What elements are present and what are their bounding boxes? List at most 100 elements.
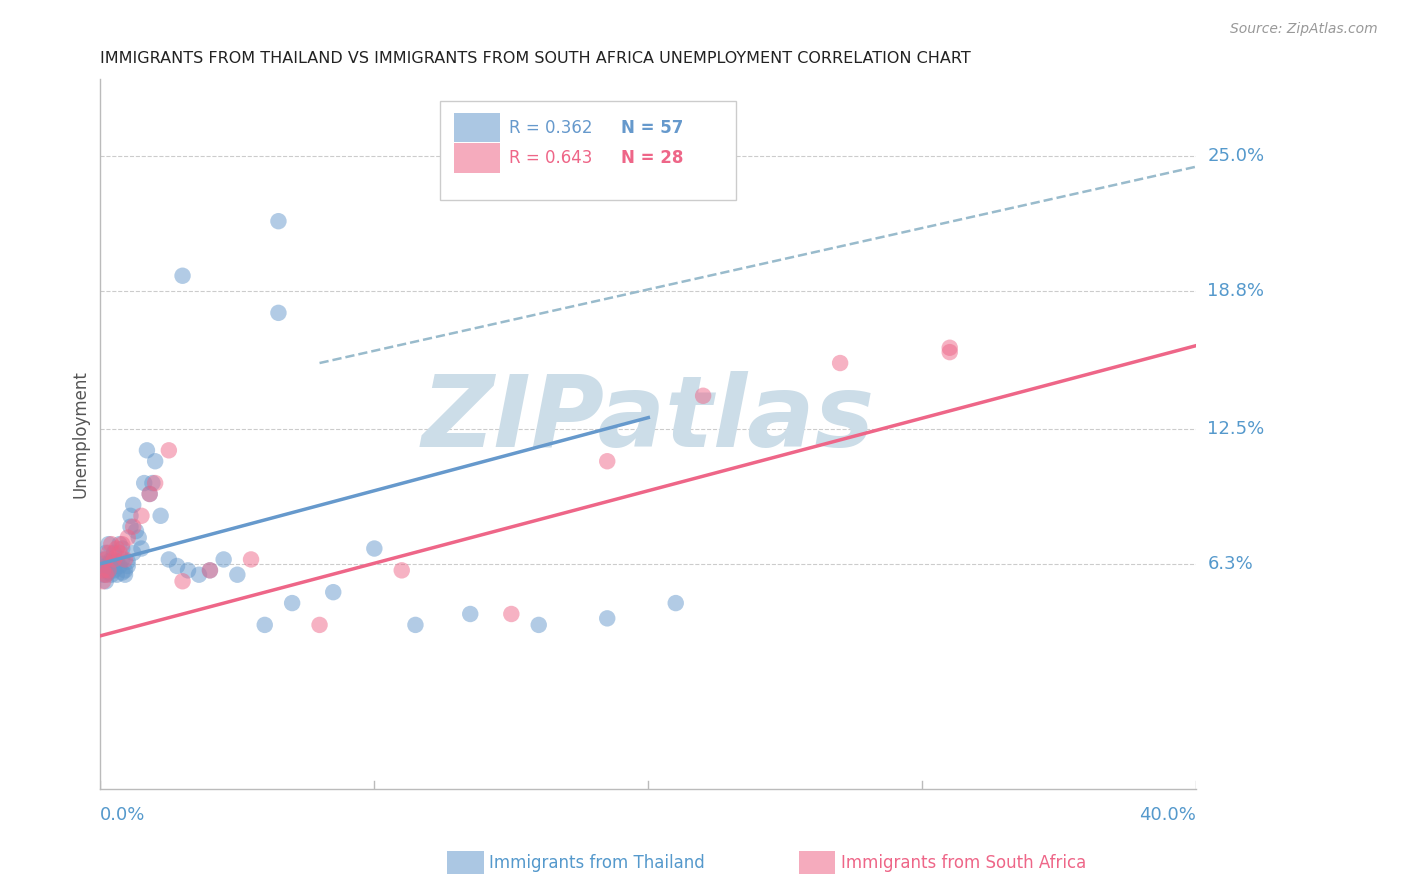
Point xyxy=(166,559,188,574)
Point xyxy=(91,574,114,589)
Point xyxy=(117,559,139,574)
Point xyxy=(94,574,117,589)
Point xyxy=(128,531,150,545)
Point xyxy=(108,537,131,551)
Point xyxy=(131,541,153,556)
Point xyxy=(97,563,120,577)
Text: 40.0%: 40.0% xyxy=(1139,806,1197,824)
Point xyxy=(122,498,145,512)
Text: R = 0.362: R = 0.362 xyxy=(509,119,593,136)
Point xyxy=(117,555,139,569)
Point xyxy=(94,552,117,566)
Point xyxy=(114,567,136,582)
Point xyxy=(198,563,221,577)
Point xyxy=(91,552,114,566)
Point xyxy=(122,519,145,533)
Point xyxy=(267,214,290,228)
Point xyxy=(100,555,122,569)
Point xyxy=(111,541,134,556)
Text: Immigrants from South Africa: Immigrants from South Africa xyxy=(841,854,1085,871)
Point xyxy=(240,552,263,566)
Point xyxy=(134,476,156,491)
Point xyxy=(363,541,385,556)
Point xyxy=(105,555,128,569)
Point xyxy=(172,574,194,589)
Point xyxy=(938,341,960,355)
Point xyxy=(253,618,276,632)
Point xyxy=(100,567,122,582)
Point xyxy=(267,306,290,320)
Text: 25.0%: 25.0% xyxy=(1208,146,1264,165)
Point xyxy=(458,607,481,621)
Point xyxy=(322,585,344,599)
Point xyxy=(157,443,180,458)
Text: Immigrants from Thailand: Immigrants from Thailand xyxy=(489,854,704,871)
Point xyxy=(172,268,194,283)
Point xyxy=(97,546,120,560)
Point xyxy=(120,519,142,533)
Point xyxy=(111,537,134,551)
Point xyxy=(136,443,159,458)
Point xyxy=(105,541,128,556)
Point xyxy=(103,546,125,560)
FancyBboxPatch shape xyxy=(454,112,501,143)
Point xyxy=(143,454,166,468)
Point xyxy=(149,508,172,523)
Point xyxy=(198,563,221,577)
Point xyxy=(100,537,122,551)
Point xyxy=(143,476,166,491)
Point xyxy=(108,546,131,560)
Point xyxy=(97,557,120,571)
Point xyxy=(120,508,142,523)
Text: ZIPatlas: ZIPatlas xyxy=(422,371,875,468)
Point xyxy=(157,552,180,566)
Point xyxy=(103,559,125,574)
Text: 12.5%: 12.5% xyxy=(1208,419,1264,437)
Point xyxy=(117,531,139,545)
Point xyxy=(108,559,131,574)
Point xyxy=(94,546,117,560)
Point xyxy=(91,567,114,582)
Point xyxy=(938,345,960,359)
Point xyxy=(665,596,688,610)
Text: Source: ZipAtlas.com: Source: ZipAtlas.com xyxy=(1230,22,1378,37)
Point xyxy=(212,552,235,566)
Text: N = 28: N = 28 xyxy=(621,149,683,167)
Point xyxy=(97,563,120,577)
Point xyxy=(114,563,136,577)
Point xyxy=(114,552,136,566)
Point xyxy=(830,356,852,370)
Point xyxy=(111,566,134,580)
Point xyxy=(94,567,117,582)
Point xyxy=(177,563,200,577)
FancyBboxPatch shape xyxy=(440,101,735,200)
Point xyxy=(125,524,148,538)
Point xyxy=(226,567,249,582)
Point xyxy=(94,559,117,574)
Point xyxy=(103,552,125,566)
Point xyxy=(105,567,128,582)
Point xyxy=(94,567,117,582)
Point xyxy=(103,563,125,577)
Point xyxy=(391,563,413,577)
Text: N = 57: N = 57 xyxy=(621,119,683,136)
Point xyxy=(91,563,114,577)
Point xyxy=(692,389,714,403)
Text: R = 0.643: R = 0.643 xyxy=(509,149,592,167)
Point xyxy=(111,552,134,566)
FancyBboxPatch shape xyxy=(454,144,501,173)
Point xyxy=(97,566,120,580)
Y-axis label: Unemployment: Unemployment xyxy=(72,370,89,498)
Text: 0.0%: 0.0% xyxy=(100,806,146,824)
Point xyxy=(100,552,122,566)
Text: IMMIGRANTS FROM THAILAND VS IMMIGRANTS FROM SOUTH AFRICA UNEMPLOYMENT CORRELATIO: IMMIGRANTS FROM THAILAND VS IMMIGRANTS F… xyxy=(100,51,972,66)
Point xyxy=(527,618,550,632)
Point xyxy=(308,618,330,632)
Point xyxy=(122,546,145,560)
Point xyxy=(281,596,304,610)
Point xyxy=(97,537,120,551)
Point xyxy=(138,487,160,501)
Point xyxy=(501,607,523,621)
Point xyxy=(596,611,619,625)
Point xyxy=(138,487,160,501)
